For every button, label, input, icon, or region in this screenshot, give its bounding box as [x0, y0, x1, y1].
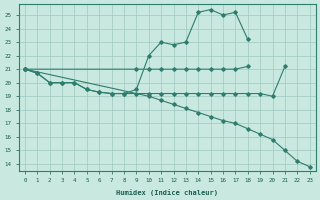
X-axis label: Humidex (Indice chaleur): Humidex (Indice chaleur)	[116, 189, 218, 196]
